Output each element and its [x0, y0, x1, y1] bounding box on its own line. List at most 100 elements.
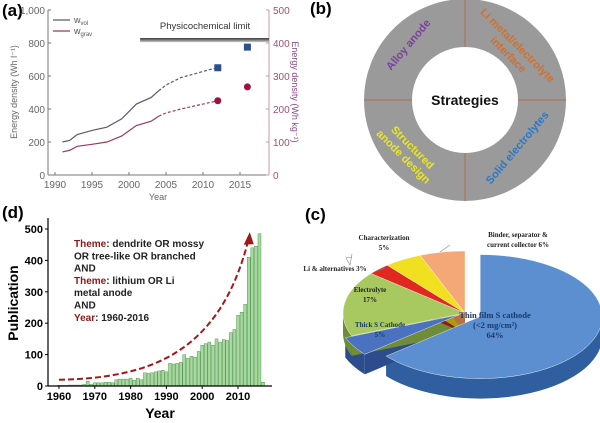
bar-2000 [200, 344, 204, 387]
annotation-key: Theme [74, 276, 107, 287]
bar-1979 [125, 378, 129, 387]
annotation-text: AND [74, 301, 96, 312]
bar-2009 [232, 329, 237, 387]
annotation-key: Year [74, 313, 95, 324]
panel-label-a: (a) [2, 1, 23, 20]
marker-circle [214, 97, 222, 105]
bar-2011 [239, 312, 244, 387]
x-tick-label: 2000 [118, 180, 141, 191]
y-tick-label: 600 [28, 72, 45, 83]
pie-slice-1 [345, 314, 459, 355]
slice-label: Characterization 5% [359, 234, 410, 252]
annotation-text: AND [74, 264, 96, 275]
line-w_grav [62, 115, 159, 153]
y2-tick-label: 0 [273, 171, 279, 182]
y-tick-label: 300 [25, 287, 43, 299]
legend-subscript: vol [81, 21, 89, 27]
bar-1978 [121, 378, 126, 387]
dashed-line-w_vol [158, 67, 218, 92]
annotation-line: Theme: lithium OR Li [74, 276, 175, 287]
bar-2006 [221, 339, 226, 387]
y2-tick-label: 200 [273, 105, 290, 116]
marker-square [214, 64, 222, 72]
x-tick-label: 2000 [190, 391, 214, 403]
y-tick-label: 0 [37, 381, 43, 393]
annotation-line: metal anode [74, 288, 133, 299]
bar-1994 [179, 362, 183, 387]
x-tick-label: 2010 [192, 180, 215, 191]
annotation-line: Year: 1960-2016 [74, 313, 150, 324]
slice-label: Binder, separator & current collector 6% [487, 231, 549, 249]
trend-arrow [58, 238, 250, 381]
y-tick-label: 200 [25, 318, 43, 330]
legend-subscript: grav [81, 32, 93, 38]
bar-2004 [214, 338, 219, 387]
bar-1982 [136, 377, 140, 387]
slice-label-line: 64% [487, 330, 504, 340]
bar-1997 [189, 355, 194, 387]
panel-label-d: (d) [2, 203, 24, 222]
dashed-line-w_grav [158, 100, 218, 117]
slice-label-line: Li & alternatives 3% [303, 265, 366, 273]
bar-1991 [168, 363, 172, 387]
y2-axis-label: Energy density (Wh kg⁻¹) [290, 41, 300, 142]
bar-2007 [225, 340, 229, 387]
y-tick-label: 0 [39, 171, 45, 182]
y-tick-label: 100 [25, 350, 43, 362]
slice-label: Li & alternatives 3% [303, 265, 366, 273]
bar-2005 [218, 341, 222, 387]
annotation-text: : dendrite OR mossy [106, 239, 204, 250]
leader-line [375, 267, 386, 272]
bar-1977 [118, 378, 122, 387]
bar-1990 [164, 371, 169, 387]
y-axis-label: Energy density (Wh l⁻¹) [9, 45, 19, 139]
annotation-line: OR tree-like OR branched [74, 251, 196, 262]
bar-1981 [132, 380, 136, 387]
leader-line [439, 244, 451, 253]
y-tick-label: 1,000 [20, 6, 45, 17]
bar-1985 [146, 373, 151, 387]
slice-label-line: Electrolyte [354, 286, 387, 294]
slice-label: Thick S Cathode 5% [355, 321, 405, 339]
bar-1996 [186, 358, 190, 387]
y-tick-label: 400 [28, 105, 45, 116]
slice-label-line: current collector 6% [487, 241, 549, 249]
bar-1989 [161, 370, 165, 387]
bar-1988 [157, 370, 161, 387]
marker-square [243, 43, 251, 51]
y-axis-label: Publication [5, 265, 21, 340]
pie-slice-2 [342, 273, 466, 337]
y-tick-label: 500 [25, 224, 43, 236]
annotation-key: Theme [74, 239, 107, 250]
chart-c-pie: Thin film S cathode (<2 mg/cm²) 64% Thick S… [303, 231, 600, 399]
slice-side [343, 313, 352, 356]
pie-slice-5 [419, 250, 466, 314]
annotation-line: Theme: dendrite OR mossy [74, 239, 204, 250]
bar-2013 [247, 257, 251, 387]
bar-1987 [153, 371, 158, 387]
physicochemical-limit-bar [140, 38, 269, 43]
bar-2008 [229, 332, 233, 387]
bar-2010 [236, 315, 240, 387]
bar-1986 [150, 372, 154, 387]
y2-tick-label: 100 [273, 138, 290, 149]
x-tick-label: 1990 [154, 391, 178, 403]
bar-1968 [85, 381, 90, 387]
bar-1984 [143, 372, 147, 387]
bar-1983 [139, 379, 144, 387]
x-tick-label: 1970 [83, 391, 107, 403]
annotation-text: OR tree-like OR branched [74, 251, 196, 262]
bar-2001 [204, 343, 208, 387]
marker-circle [243, 83, 251, 91]
bar-2015 [254, 246, 258, 387]
slice-label-line: 5% [379, 244, 390, 252]
annotation-text: : 1960-2016 [95, 313, 149, 324]
center-label: Strategies [431, 92, 499, 108]
panel-label-c: (c) [305, 205, 326, 224]
x-tick-label: 2015 [229, 180, 252, 191]
pie-slice-0 [385, 254, 600, 379]
bar-1998 [193, 356, 197, 387]
x-axis-label: Year [149, 192, 167, 202]
annotation-text: : lithium OR Li [106, 276, 175, 287]
